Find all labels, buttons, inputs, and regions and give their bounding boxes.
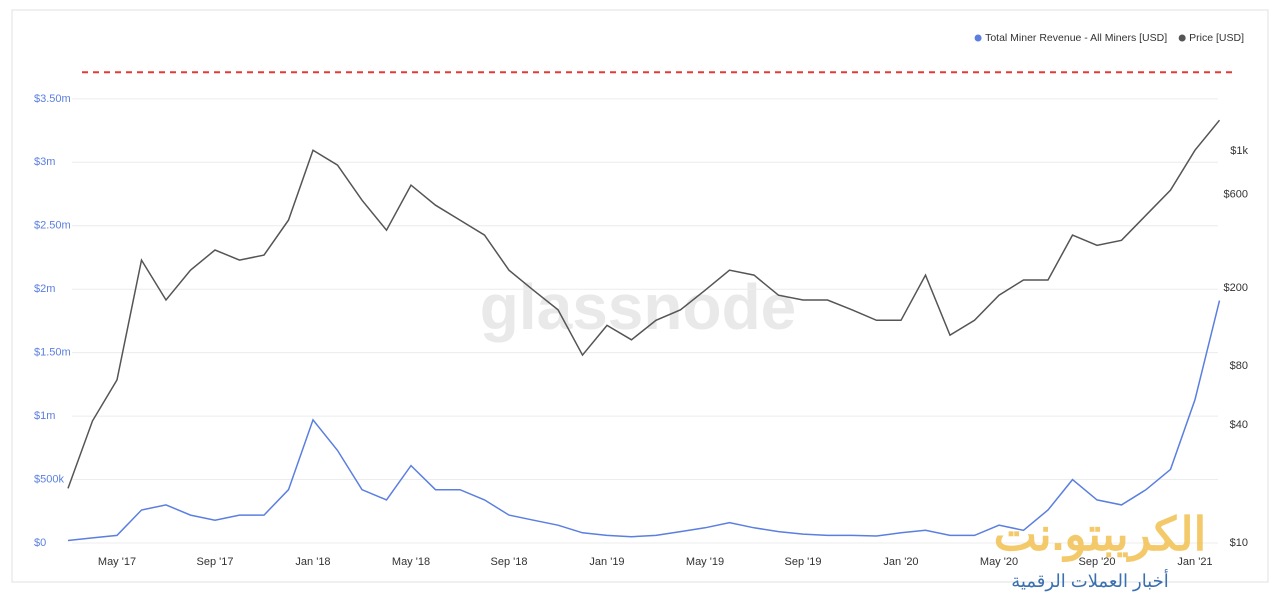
x-tick-label: Sep '19 bbox=[785, 556, 822, 568]
x-tick-label: Sep '20 bbox=[1079, 556, 1116, 568]
x-tick-label: May '18 bbox=[392, 556, 430, 568]
y-tick-label: $3m bbox=[34, 156, 55, 168]
x-tick-label: Jan '20 bbox=[883, 556, 918, 568]
y-tick-label: $3.50m bbox=[34, 93, 71, 105]
legend-label: Price [USD] bbox=[1189, 32, 1244, 44]
x-tick-label: May '20 bbox=[980, 556, 1018, 568]
y-tick-label: $1.50m bbox=[34, 347, 71, 359]
x-tick-label: Jan '19 bbox=[589, 556, 624, 568]
series-line bbox=[67, 119, 1221, 489]
x-tick-label: May '17 bbox=[98, 556, 136, 568]
legend-swatch bbox=[974, 34, 982, 42]
x-tick-label: May '19 bbox=[686, 556, 724, 568]
watermark: glassnode bbox=[480, 271, 797, 343]
series-line bbox=[67, 300, 1221, 542]
y2-tick-label: $200 bbox=[1224, 282, 1248, 294]
y2-tick-label: $10 bbox=[1230, 537, 1248, 549]
legend-label: Total Miner Revenue - All Miners [USD] bbox=[985, 32, 1167, 44]
y-tick-label: $2.50m bbox=[34, 220, 71, 232]
y2-tick-label: $80 bbox=[1230, 360, 1248, 372]
y-tick-label: $500k bbox=[34, 473, 64, 485]
legend-swatch bbox=[1178, 34, 1186, 42]
x-tick-label: Jan '18 bbox=[295, 556, 330, 568]
y2-tick-label: $600 bbox=[1224, 189, 1248, 201]
y2-tick-label: $40 bbox=[1230, 419, 1248, 431]
x-tick-label: Sep '17 bbox=[197, 556, 234, 568]
y-tick-label: $0 bbox=[34, 537, 46, 549]
x-tick-label: Sep '18 bbox=[491, 556, 528, 568]
chart-frame bbox=[11, 9, 1269, 583]
y-tick-label: $2m bbox=[34, 283, 55, 295]
x-tick-label: Jan '21 bbox=[1177, 556, 1212, 568]
y-tick-label: $1m bbox=[34, 410, 55, 422]
logo-subtitle: أخبار العملات الرقمية bbox=[1011, 569, 1169, 592]
logo-title: الكريبتو.نت bbox=[994, 508, 1207, 562]
y2-tick-label: $1k bbox=[1230, 145, 1248, 157]
legend: Price [USD] Total Miner Revenue - All Min… bbox=[974, 32, 1244, 44]
